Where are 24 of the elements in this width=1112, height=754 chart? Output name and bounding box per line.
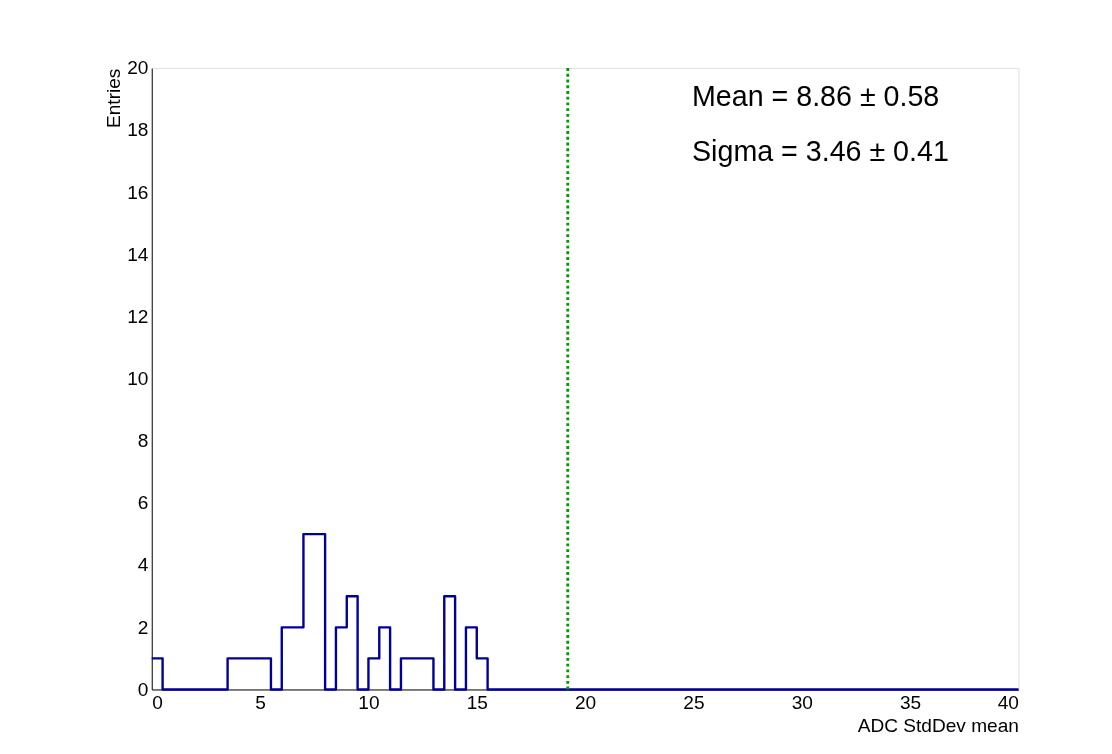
y-tick-label: 14: [127, 243, 149, 265]
y-tick-label: 4: [137, 554, 149, 576]
y-tick-label: 18: [127, 119, 149, 141]
x-tick-label: 5: [255, 692, 266, 714]
x-tick-label: 15: [466, 692, 488, 714]
x-tick-label: 20: [574, 692, 597, 714]
x-tick-label: 35: [899, 692, 922, 714]
x-tick-label: 10: [358, 692, 380, 714]
y-tick-label: 6: [137, 492, 149, 514]
y-tick-label: 2: [137, 616, 149, 638]
x-tick-label: 0: [152, 692, 163, 714]
y-axis-title: Entries: [102, 68, 124, 128]
x-tick-label: 30: [791, 692, 813, 714]
x-axis-title: ADC StdDev mean: [857, 714, 1019, 736]
y-tick-label: 16: [127, 181, 149, 203]
y-tick-label: 8: [137, 430, 149, 452]
x-tick-label: 40: [997, 692, 1019, 714]
y-tick-label: 0: [137, 678, 149, 700]
annotation: Sigma = 3.46 ± 0.41: [692, 134, 949, 167]
y-tick-label: 10: [127, 368, 149, 389]
y-tick-label: 20: [127, 57, 149, 79]
annotation: Mean = 8.86 ± 0.58: [692, 80, 940, 113]
x-tick-label: 25: [683, 692, 705, 714]
y-tick-label: 12: [127, 305, 149, 327]
